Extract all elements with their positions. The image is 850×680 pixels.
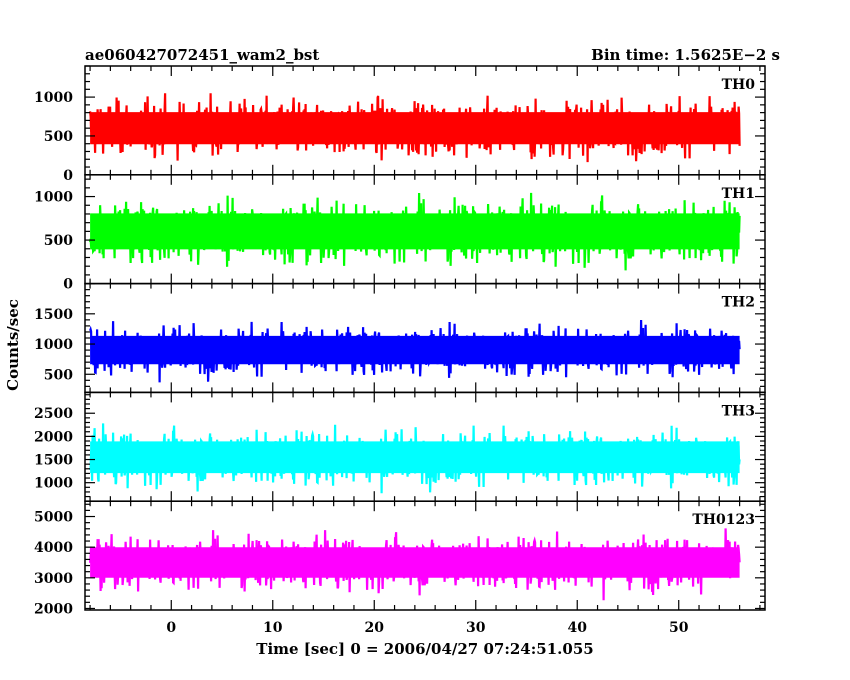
x-tick-label: 0 [166, 620, 176, 636]
y-tick-label: 3000 [34, 571, 73, 587]
y-tick-label: 500 [44, 129, 73, 145]
x-tick-label: 50 [669, 620, 689, 636]
panel-frame [84, 500, 766, 611]
x-tick-label: 30 [466, 620, 486, 636]
y-tick-label: 500 [44, 233, 73, 249]
panel-label-th1: TH1 [722, 186, 755, 202]
y-tick-label: 1000 [34, 90, 73, 106]
panel-th2: 500 1000 1500 TH2 [34, 282, 766, 394]
series-th0123 [89, 528, 741, 601]
series-th0 [89, 93, 741, 163]
series-th1 [89, 192, 741, 271]
y-tick-label: 0 [63, 168, 73, 184]
series-th3 [89, 423, 741, 494]
y-tick-label: 1500 [34, 307, 73, 323]
y-tick-label: 2000 [34, 429, 73, 445]
y-tick-label: 1000 [34, 476, 73, 492]
y-tick-label: 1000 [34, 337, 73, 353]
panel-th0: 0 500 1000 TH0 [34, 65, 766, 184]
panel-th1: 0 500 1000 TH1 [34, 174, 766, 293]
panel-th3: 1000 1500 2000 2500 TH3 [34, 391, 766, 502]
bin-time-label: Bin time: 1.5625E−2 s [591, 46, 780, 64]
panel-label-th3: TH3 [722, 403, 755, 419]
y-tick-label: 0 [63, 277, 73, 293]
y-tick-label: 2000 [34, 601, 73, 617]
panel-th0123: 2000 3000 4000 5000 TH0123 [34, 500, 766, 617]
y-tick-label: 2500 [34, 406, 73, 422]
series-th2 [89, 319, 741, 383]
y-tick-label: 500 [44, 367, 73, 383]
panels-group: 0 500 1000 TH0 0 500 1000 TH1 500 1000 1500 TH2 1000… [34, 65, 766, 617]
panel-label-th0: TH0 [722, 77, 756, 93]
chart-title: ae060427072451_wam2_bst [85, 46, 319, 64]
x-tick-label: 20 [365, 620, 385, 636]
x-tick-label: 40 [567, 620, 587, 636]
x-tick-label: 10 [263, 620, 283, 636]
y-tick-label: 1500 [34, 453, 73, 469]
y-tick-label: 4000 [34, 540, 73, 556]
panel-label-th0123: TH0123 [692, 512, 755, 528]
y-tick-label: 1000 [34, 190, 73, 206]
x-axis-ticks: 0 10 20 30 40 50 [166, 620, 688, 636]
y-axis-label: Counts/sec [4, 299, 22, 391]
y-tick-label: 5000 [34, 510, 73, 526]
panel-label-th2: TH2 [722, 295, 755, 311]
x-axis-label: Time [sec] 0 = 2006/04/27 07:24:51.055 [256, 640, 593, 658]
